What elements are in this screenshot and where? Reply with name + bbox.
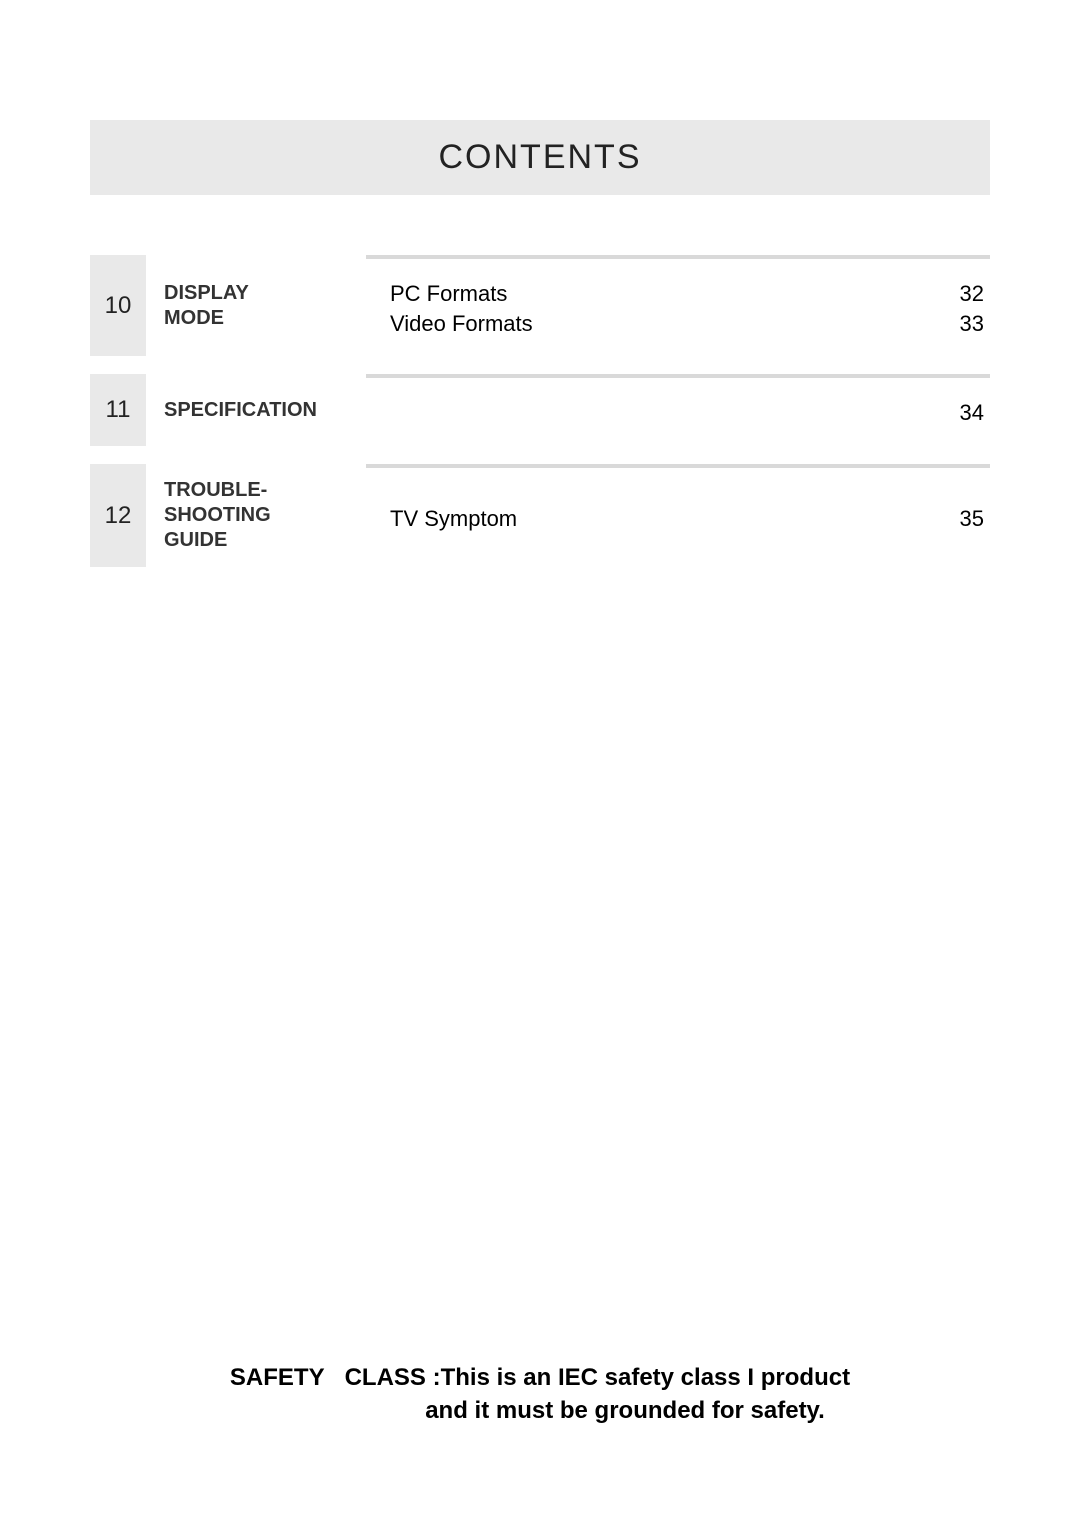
toc-item-page: 33 — [924, 309, 984, 339]
safety-line1: SAFETY CLASS :This is an IEC safety clas… — [230, 1364, 850, 1391]
contents-title: CONTENTS — [439, 138, 642, 176]
section-number: 11 — [90, 374, 146, 446]
toc-item-page: 34 — [924, 398, 984, 428]
section-label-line: MODE — [164, 306, 249, 331]
section-label-line: DISPLAY — [164, 281, 249, 306]
toc-row: 12 TROUBLE- SHOOTING GUIDE TV Symptom 35 — [90, 464, 990, 567]
toc-item-page: 35 — [924, 504, 984, 534]
section-label-line: TROUBLE- — [164, 478, 271, 503]
toc-item-page: 32 — [924, 279, 984, 309]
toc-row: 11 SPECIFICATION 34 — [90, 374, 990, 446]
section-detail: 34 — [366, 374, 990, 446]
section-items: PC Formats Video Formats — [390, 279, 924, 338]
section-pages: 35 — [924, 504, 984, 534]
contents-title-bar: CONTENTS — [90, 120, 990, 195]
toc-item-name: Video Formats — [390, 309, 924, 339]
section-label: DISPLAY MODE — [146, 255, 366, 356]
section-label-line: SHOOTING — [164, 503, 271, 528]
toc-item-name: PC Formats — [390, 279, 924, 309]
section-number: 12 — [90, 464, 146, 567]
safety-notice: SAFETY CLASS :This is an IEC safety clas… — [0, 1362, 1080, 1427]
section-label-line: GUIDE — [164, 528, 271, 553]
section-pages: 34 — [924, 398, 984, 428]
safety-line2: and it must be grounded for safety. — [0, 1395, 1080, 1427]
section-pages: 32 33 — [924, 279, 984, 338]
section-label-line: SPECIFICATION — [164, 398, 317, 423]
section-label: TROUBLE- SHOOTING GUIDE — [146, 464, 366, 567]
toc-item-name: TV Symptom — [390, 504, 924, 534]
page-content: CONTENTS 10 DISPLAY MODE PC Formats Vide… — [0, 0, 1080, 567]
section-detail: TV Symptom 35 — [366, 464, 990, 567]
section-number: 10 — [90, 255, 146, 356]
section-detail: PC Formats Video Formats 32 33 — [366, 255, 990, 356]
table-of-contents: 10 DISPLAY MODE PC Formats Video Formats… — [90, 255, 990, 567]
section-label: SPECIFICATION — [146, 374, 366, 446]
toc-row: 10 DISPLAY MODE PC Formats Video Formats… — [90, 255, 990, 356]
section-items: TV Symptom — [390, 504, 924, 534]
